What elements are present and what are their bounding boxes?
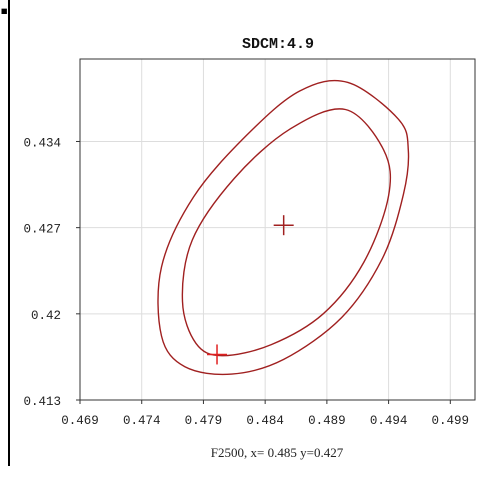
contour-inner	[181, 108, 392, 357]
y-axis-ticks: 0.413 0.42 0.427 0.434	[23, 136, 80, 409]
contour-outer	[157, 79, 410, 376]
grid-lines	[79, 59, 475, 401]
footer-readout: F2500, x= 0.485 y=0.427	[211, 445, 344, 460]
marker-group	[207, 215, 294, 365]
corner-handle-icon: ▪	[0, 3, 9, 19]
x-tick-label-4: 0.489	[308, 414, 346, 428]
x-tick-label-0: 0.469	[61, 414, 99, 428]
y-tick-label-1: 0.42	[31, 309, 61, 323]
x-tick-label-5: 0.494	[370, 414, 408, 428]
x-tick-label-2: 0.479	[185, 414, 223, 428]
x-axis-ticks: 0.469 0.474 0.479 0.484 0.489 0.494 0.499	[61, 400, 469, 428]
plot-frame	[79, 58, 476, 401]
marker-center	[273, 215, 294, 236]
y-tick-label-3: 0.434	[23, 136, 61, 150]
marker-sample	[207, 344, 228, 365]
x-tick-label-6: 0.499	[432, 414, 470, 428]
chart-title: SDCM:4.9	[242, 36, 314, 53]
x-tick-label-1: 0.474	[123, 414, 161, 428]
left-edge-bar	[8, 0, 10, 466]
y-tick-label-0: 0.413	[23, 395, 61, 409]
y-tick-label-2: 0.427	[23, 223, 61, 237]
x-tick-label-3: 0.484	[246, 414, 284, 428]
contour-group	[157, 79, 410, 376]
